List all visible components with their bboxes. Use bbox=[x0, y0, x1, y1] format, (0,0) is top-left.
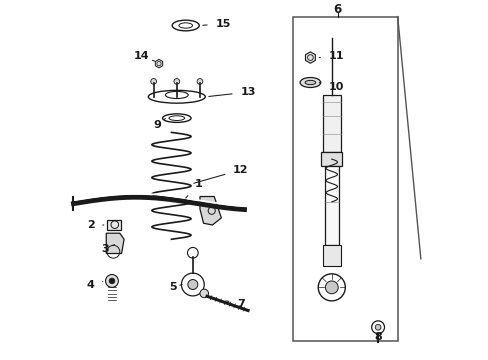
Text: 14: 14 bbox=[134, 51, 154, 62]
Ellipse shape bbox=[300, 77, 320, 87]
Polygon shape bbox=[200, 197, 221, 225]
Text: 6: 6 bbox=[333, 3, 341, 16]
Polygon shape bbox=[155, 59, 163, 68]
Text: 3: 3 bbox=[102, 244, 114, 254]
Text: 10: 10 bbox=[319, 82, 344, 92]
Text: 11: 11 bbox=[319, 51, 344, 62]
Circle shape bbox=[150, 78, 156, 84]
Text: 5: 5 bbox=[169, 282, 182, 292]
Bar bbox=[292, 17, 397, 341]
Text: 8: 8 bbox=[373, 332, 381, 342]
FancyBboxPatch shape bbox=[325, 166, 338, 244]
Text: 4: 4 bbox=[86, 279, 102, 289]
Text: 2: 2 bbox=[86, 220, 103, 230]
Circle shape bbox=[197, 78, 203, 84]
Text: 13: 13 bbox=[208, 87, 255, 97]
Text: 12: 12 bbox=[193, 165, 248, 183]
Text: 1: 1 bbox=[185, 179, 202, 198]
Ellipse shape bbox=[305, 80, 315, 85]
Polygon shape bbox=[305, 52, 315, 63]
Text: 15: 15 bbox=[203, 19, 230, 29]
Circle shape bbox=[109, 278, 115, 284]
Circle shape bbox=[200, 289, 208, 298]
Circle shape bbox=[374, 324, 380, 330]
Circle shape bbox=[325, 281, 338, 294]
Circle shape bbox=[105, 275, 118, 287]
FancyBboxPatch shape bbox=[321, 152, 342, 166]
FancyBboxPatch shape bbox=[107, 220, 121, 230]
Text: 7: 7 bbox=[226, 300, 244, 310]
Polygon shape bbox=[106, 233, 124, 253]
Text: 9: 9 bbox=[153, 118, 165, 130]
Circle shape bbox=[187, 279, 198, 289]
FancyBboxPatch shape bbox=[322, 244, 340, 266]
Circle shape bbox=[174, 78, 179, 84]
FancyBboxPatch shape bbox=[322, 95, 340, 152]
